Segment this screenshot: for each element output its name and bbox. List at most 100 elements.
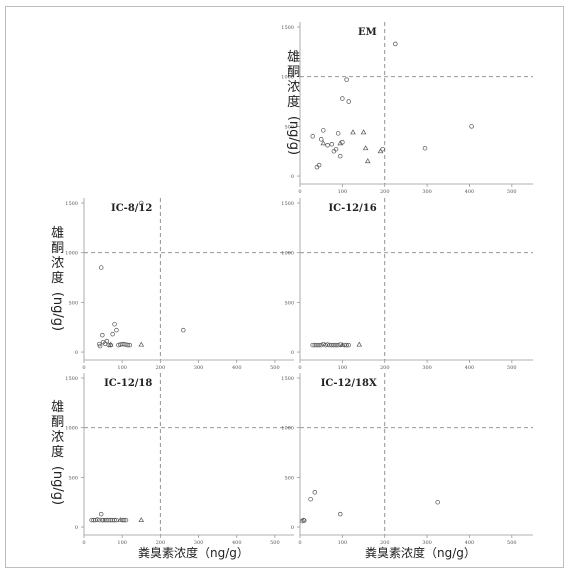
- data-point-circle: [333, 146, 339, 152]
- panel-title: IC-8/12: [111, 203, 152, 214]
- y-tick-label: 0: [75, 525, 78, 531]
- x-tick-label: 500: [507, 540, 517, 546]
- data-point-circle: [316, 342, 322, 348]
- x-tick-label: 500: [270, 365, 280, 371]
- x-tick-label: 100: [117, 540, 127, 546]
- y-tick-label: 1500: [281, 25, 294, 31]
- panel-title: EM: [358, 27, 377, 38]
- data-point-triangle: [337, 140, 344, 146]
- data-point-circle: [337, 511, 343, 517]
- x-tick-label: 0: [298, 365, 301, 371]
- x-tick-label: 400: [465, 540, 475, 546]
- x-tick-label: 200: [380, 540, 390, 546]
- data-point-circle: [435, 499, 440, 505]
- y-axis-label-char: 酮: [51, 241, 65, 256]
- data-point-circle: [323, 342, 328, 348]
- y-tick-label: 1000: [281, 75, 294, 81]
- data-point-circle: [299, 518, 305, 524]
- x-tick-label: 200: [380, 365, 390, 371]
- data-point-triangle: [320, 140, 327, 146]
- y-axis-label-char: 雄: [51, 400, 65, 415]
- data-point-circle: [125, 342, 131, 348]
- data-point-circle: [98, 511, 104, 517]
- x-tick-label: 400: [465, 189, 475, 195]
- data-point-circle: [301, 518, 307, 523]
- x-tick-label: 500: [507, 189, 517, 195]
- x-tick-label: 200: [380, 189, 390, 195]
- data-point-circle: [340, 96, 345, 101]
- x-tick-label: 400: [232, 365, 242, 371]
- y-axis-label-row1: 雄酮浓度 (ng/g): [274, 50, 313, 155]
- data-point-circle: [327, 342, 332, 348]
- data-point-circle: [321, 128, 326, 133]
- data-point-circle: [329, 141, 335, 147]
- x-axis-label-left: 粪臭素浓度（ng/g）: [138, 546, 249, 560]
- y-axis-label-cjk: 雄酮浓度: [51, 226, 64, 286]
- x-tick-label: 100: [117, 365, 127, 371]
- panel-title: IC-12/18X: [321, 378, 377, 389]
- data-point-circle: [422, 145, 428, 151]
- x-tick-label: 100: [338, 365, 348, 371]
- y-axis-label-char: 浓: [51, 256, 65, 271]
- data-point-circle: [139, 200, 144, 206]
- y-axis-label-char: 酮: [287, 65, 301, 80]
- data-point-triangle: [138, 517, 145, 523]
- data-point-circle: [310, 134, 315, 139]
- x-tick-label: 300: [194, 540, 204, 546]
- data-point-circle: [469, 124, 474, 129]
- data-point-circle: [100, 332, 105, 338]
- y-axis-label-char: 度: [51, 445, 65, 460]
- data-point-circle: [121, 517, 127, 523]
- x-tick-label: 0: [298, 540, 301, 546]
- x-tick-label: 100: [338, 189, 348, 195]
- data-point-triangle: [138, 341, 145, 347]
- y-tick-label: 500: [68, 300, 78, 306]
- y-tick-label: 0: [291, 350, 294, 356]
- x-tick-label: 200: [156, 540, 166, 546]
- data-point-circle: [106, 342, 112, 348]
- data-point-circle: [312, 490, 318, 495]
- y-tick-label: 500: [284, 300, 294, 306]
- x-tick-label: 300: [422, 189, 432, 195]
- data-point-circle: [346, 342, 351, 348]
- y-tick-label: 500: [284, 124, 294, 130]
- x-tick-label: 300: [422, 365, 432, 371]
- data-point-circle: [318, 342, 324, 348]
- y-tick-label: 1000: [65, 251, 78, 257]
- y-tick-label: 0: [291, 525, 294, 531]
- data-point-circle: [393, 41, 398, 47]
- x-tick-label: 100: [338, 540, 348, 546]
- y-tick-label: 1000: [281, 426, 294, 432]
- data-point-triangle: [117, 517, 124, 523]
- data-point-circle: [312, 342, 318, 348]
- data-point-circle: [335, 131, 341, 136]
- figure-frame: [5, 6, 564, 568]
- data-point-circle: [98, 265, 104, 270]
- data-point-triangle: [377, 148, 384, 154]
- data-point-circle: [344, 77, 349, 82]
- data-point-circle: [346, 99, 351, 104]
- data-point-circle: [127, 342, 133, 348]
- data-point-circle: [308, 496, 313, 502]
- y-axis-label-unit: (ng/g): [50, 291, 66, 332]
- y-tick-label: 500: [68, 475, 78, 481]
- panel-title: IC-12/18: [104, 378, 152, 389]
- y-tick-label: 0: [291, 174, 294, 180]
- data-point-circle: [310, 342, 315, 348]
- data-point-triangle: [356, 341, 363, 347]
- data-point-circle: [114, 327, 119, 333]
- data-point-circle: [112, 321, 117, 327]
- x-tick-label: 200: [156, 365, 166, 371]
- data-point-circle: [344, 342, 349, 348]
- data-point-circle: [325, 342, 330, 347]
- data-point-circle: [97, 343, 103, 349]
- data-point-circle: [104, 338, 110, 344]
- y-axis-label-char: 酮: [51, 415, 65, 430]
- data-point-circle: [337, 153, 343, 159]
- data-point-circle: [329, 342, 335, 348]
- y-axis-label-cjk: 雄酮浓度: [287, 50, 300, 110]
- y-tick-label: 1500: [281, 201, 294, 207]
- data-point-triangle: [362, 145, 369, 151]
- data-point-circle: [112, 517, 117, 523]
